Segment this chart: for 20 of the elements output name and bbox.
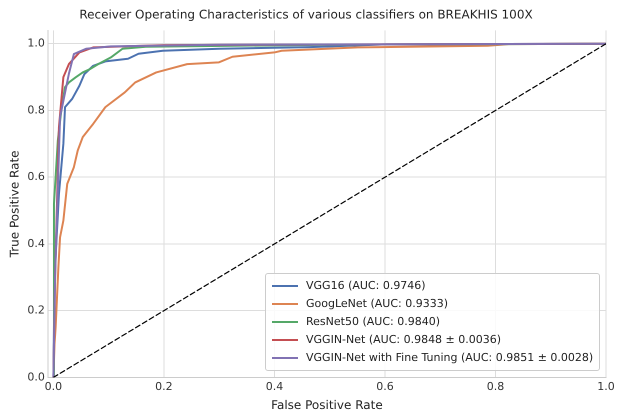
legend-label: GoogLeNet (AUC: 0.9333) <box>306 296 448 312</box>
y-tick-label: 0.8 <box>27 103 45 116</box>
y-tick-label: 0.2 <box>27 304 45 317</box>
x-tick-label: 0.0 <box>44 380 62 393</box>
x-tick-label: 0.2 <box>155 380 173 393</box>
y-axis-title: True Positive Rate <box>7 150 22 258</box>
y-tick-label: 0.4 <box>27 236 45 250</box>
x-tick-label: 0.4 <box>266 380 284 393</box>
legend-label: ResNet50 (AUC: 0.9840) <box>306 314 440 330</box>
chart-title: Receiver Operating Characteristics of various classifiers on BREAKHIS 100X <box>79 7 533 22</box>
legend-label: VGG16 (AUC: 0.9746) <box>306 278 426 294</box>
y-tick-label: 0.0 <box>27 370 45 384</box>
x-tick-label: 0.8 <box>486 380 504 393</box>
x-tick-label: 1.0 <box>597 380 615 393</box>
legend-label: VGGIN-Net (AUC: 0.9848 ± 0.0036) <box>306 332 502 348</box>
x-tick-label: 0.6 <box>376 380 394 393</box>
legend-label: VGGIN-Net with Fine Tuning (AUC: 0.9851 ± 0.0028) <box>306 350 594 366</box>
y-tick-label: 1.0 <box>27 36 45 50</box>
y-tick-label: 0.6 <box>27 170 45 184</box>
x-axis-title: False Positive Rate <box>271 398 383 412</box>
